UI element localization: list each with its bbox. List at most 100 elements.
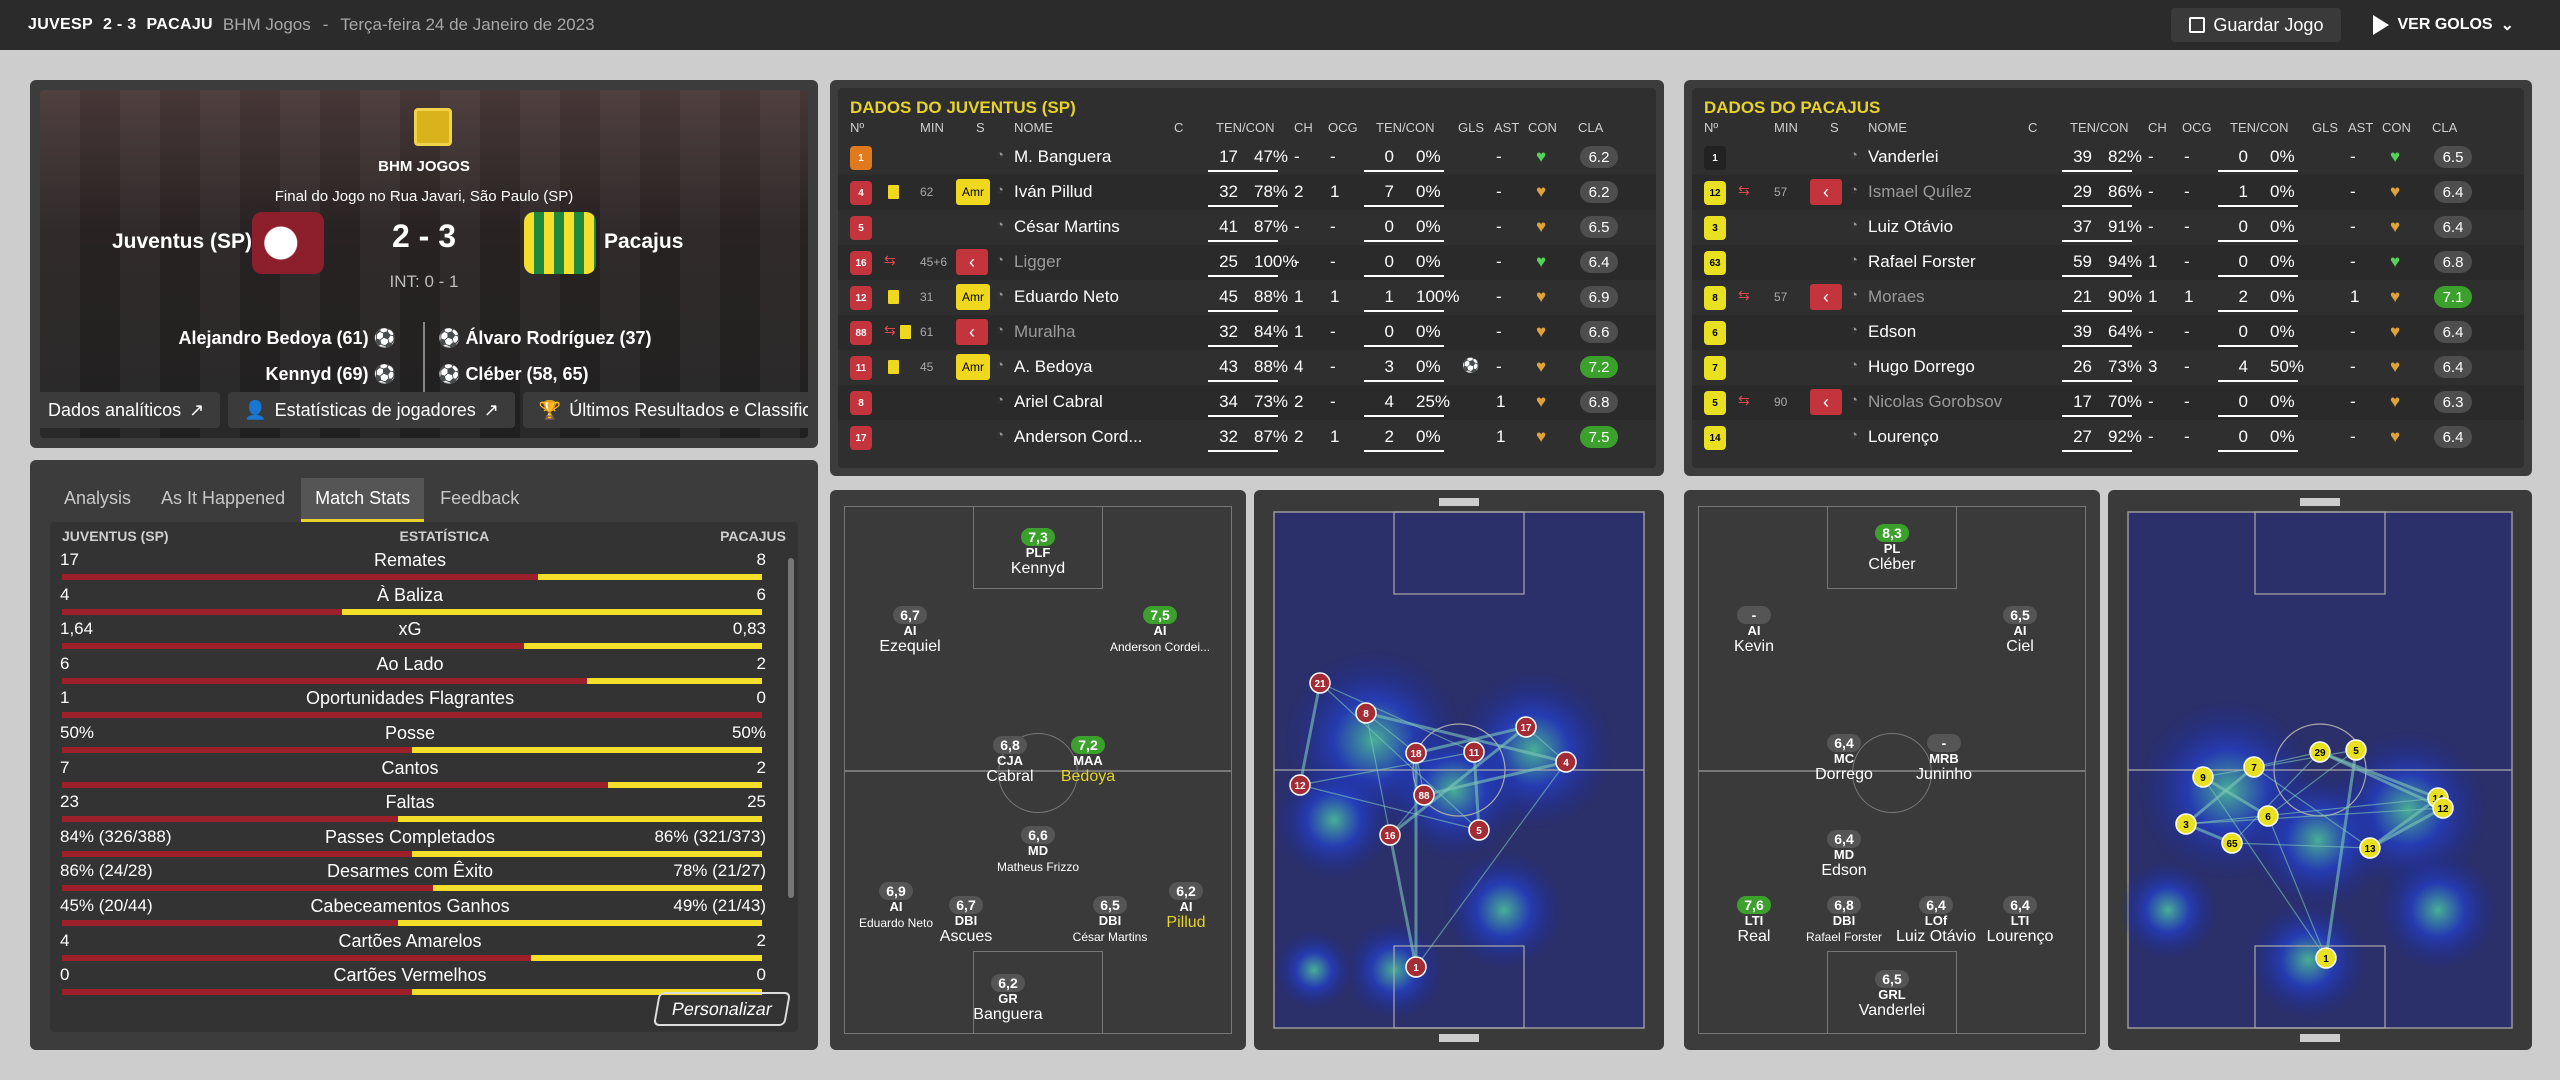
player-name[interactable]: Anderson Cord... (1014, 427, 1143, 446)
column-header[interactable]: C (2028, 120, 2038, 135)
player-name[interactable]: Vanderlei (1868, 147, 1939, 166)
player-row[interactable]: 17 ◔ Anderson Cord... 32 87% 2 1 2 0% 1 ♥ 7.5 (838, 420, 1656, 455)
player-stats-tab[interactable]: 👤 Estatísticas de jogadores ↗ (228, 392, 515, 428)
player-row[interactable]: 14 ◔ Lourenço 27 92% - -0 0% - ♥ 6.4 (1692, 420, 2524, 455)
player-name[interactable]: Moraes (1868, 287, 1925, 306)
player-name[interactable]: Ligger (1014, 252, 1062, 271)
formation-player[interactable]: - AI Kevin (1694, 606, 1814, 656)
player-row[interactable]: 1 ◔ Vanderlei 39 82% - -0 0% - ♥ 6.5 (1692, 140, 2524, 175)
column-header[interactable]: Nº (850, 120, 865, 135)
tab-analysis[interactable]: Analysis (64, 488, 132, 508)
player-name[interactable]: M. Banguera (1014, 147, 1112, 166)
column-header[interactable]: S (976, 120, 985, 135)
player-name[interactable]: Lourenço (1868, 427, 1939, 446)
formation-player[interactable]: 6,7 AI Ezequiel (850, 606, 970, 656)
column-header[interactable]: NOME (1014, 120, 1053, 135)
player-row[interactable]: 16 ⇆ 45+6 ‹ ◔ Ligger 25 100% - -0 0% - ♥ 6.4 (838, 245, 1656, 280)
player-name[interactable]: Edson (1868, 322, 1917, 341)
column-header[interactable]: CH (1294, 120, 1313, 135)
column-header[interactable]: NOME (1868, 120, 1907, 135)
formation-player[interactable]: 6,4 MD Edson (1784, 830, 1904, 880)
formation-player[interactable]: 6,4 LTI Lourenço (1960, 896, 2080, 946)
column-header[interactable]: TEN/CON (2070, 120, 2129, 135)
stats-scrollbar[interactable] (788, 558, 794, 898)
player-row[interactable]: 11 45 Amr ◔ A. Bedoya 43 88% 4-3 0% - ⚽ ♥ 7.2 (838, 350, 1656, 385)
formation-player[interactable]: 6,2 AI Pillud (1126, 882, 1246, 932)
player-name[interactable]: Muralha (1014, 322, 1076, 341)
column-header[interactable]: TEN/CON (1376, 120, 1435, 135)
player-row[interactable]: 12 ⇆ 57 ‹ ◔ Ismael Quílez 29 86% - -1 0% - ♥ 6.4 (1692, 175, 2524, 210)
formation-player[interactable]: 7,2 MAA Bedoya (1028, 736, 1148, 786)
player-row[interactable]: 1 ◔ M. Banguera 17 47% - -0 0% - ♥ 6.2 (838, 140, 1656, 175)
formation-player[interactable]: 6,2 GR Banguera (948, 974, 1068, 1024)
player-row[interactable]: 3 ◔ Luiz Otávio 37 91% - -0 0% - ♥ 6.4 (1692, 210, 2524, 245)
column-header[interactable]: CON (2382, 120, 2411, 135)
column-header[interactable]: OCG (1328, 120, 1358, 135)
column-header[interactable]: S (1830, 120, 1839, 135)
player-row[interactable]: 8 ◔ Ariel Cabral 34 73% 2 - 4 25% 1 ♥ 6.8 (838, 385, 1656, 420)
tab-feedback[interactable]: Feedback (440, 488, 520, 508)
stats-list[interactable]: JUVENTUS (SP) ESTATÍSTICA PACAJUS 17 Rema… (50, 522, 798, 1032)
formation-player[interactable]: 6,7 DBI Ascues (906, 896, 1026, 946)
formation-player[interactable]: 6,5 DBI César Martins (1050, 896, 1170, 946)
column-header[interactable]: AST (2348, 120, 2374, 135)
player-name[interactable]: Luiz Otávio (1868, 217, 1954, 236)
formation-player[interactable]: 7,5 AI Anderson Cordei... (1100, 606, 1220, 656)
player-name[interactable]: Rafael Forster (1868, 252, 1976, 271)
player-row[interactable]: 5 ◔ César Martins 41 87% - -0 0% - ♥ 6.5 (838, 210, 1656, 245)
formation-player[interactable]: 6,6 MD Matheus Frizzo (978, 826, 1098, 876)
formation-player[interactable]: 6,4 LOf Luiz Otávio (1876, 896, 1996, 946)
formation-player[interactable]: - MRB Juninho (1884, 734, 2004, 784)
player-row[interactable]: 7 ◔ Hugo Dorrego 26 73% 3 - 4 50% - ♥ 6.4 (1692, 350, 2524, 385)
column-header[interactable]: MIN (1774, 120, 1798, 135)
column-header[interactable]: OCG (2182, 120, 2212, 135)
player-name[interactable]: A. Bedoya (1014, 357, 1093, 376)
results-table-tab[interactable]: 🏆Últimos Resultados e Classificação (522, 392, 808, 428)
column-header[interactable]: TEN/CON (2230, 120, 2289, 135)
formation-player[interactable]: 6,4 MC Dorrego (1784, 734, 1904, 784)
formation-player[interactable]: 8,3 PL Cléber (1832, 524, 1952, 574)
column-header[interactable]: Nº (1704, 120, 1719, 135)
column-header[interactable]: AST (1494, 120, 1520, 135)
tab-as-it-happened[interactable]: As It Happened (161, 488, 286, 508)
column-header[interactable]: CON (1528, 120, 1557, 135)
column-header[interactable]: GLS (1458, 120, 1485, 135)
customize-button[interactable]: Personalizar (652, 992, 791, 1026)
column-header[interactable]: TEN/CON (1216, 120, 1275, 135)
player-name[interactable]: Hugo Dorrego (1868, 357, 1975, 376)
player-name[interactable]: Ariel Cabral (1014, 392, 1103, 411)
save-game-button[interactable]: Guardar Jogo (2171, 8, 2342, 42)
player-name[interactable]: Nicolas Gorobsov (1868, 392, 2003, 411)
player-name[interactable]: Eduardo Neto (1014, 287, 1119, 306)
player-row[interactable]: 88 ⇆ 61 ‹ ◔ Muralha 32 84% 1 - 0 0% - ♥ 6.6 (838, 315, 1656, 350)
player-name[interactable]: César Martins (1014, 217, 1120, 236)
analytics-tab[interactable]: Dados analíticos ↗ (40, 392, 221, 428)
formation-player[interactable]: 7,6 LTI Real (1694, 896, 1814, 946)
away-team-name[interactable]: Pacajus (604, 230, 684, 253)
formation-player[interactable]: 6,5 AI Ciel (1960, 606, 2080, 656)
column-header[interactable]: CH (2148, 120, 2167, 135)
home-team-name[interactable]: Juventus (SP) (112, 230, 253, 253)
player-row[interactable]: 63 ◔ Rafael Forster 59 94% 1 - 0 0% - ♥ 6.8 (1692, 245, 2524, 280)
formation-player[interactable]: 6,8 CJA Cabral (950, 736, 1070, 786)
column-header[interactable]: CLA (1578, 120, 1604, 135)
player-row[interactable]: 8 ⇆ 57 ‹ ◔ Moraes 21 90% 1 1 2 0% 1 ♥ 7.1 (1692, 280, 2524, 315)
column-header[interactable]: MIN (920, 120, 944, 135)
formation-player[interactable]: 7,3 PLF Kennyd (978, 528, 1098, 578)
formation-player[interactable]: 6,8 DBI Rafael Forster (1784, 896, 1904, 946)
column-header[interactable]: C (1174, 120, 1184, 135)
player-row[interactable]: 4 62 Amr ◔ Iván Pillud 32 78% 2 1 7 0% - ♥ 6.2 (838, 175, 1656, 210)
view-goals-button[interactable]: VER GOLOS ⌄ (2355, 8, 2532, 42)
column-header[interactable]: GLS (2312, 120, 2339, 135)
formation-player[interactable]: 6,5 GRL Vanderlei (1832, 970, 1952, 1020)
player-name[interactable]: Iván Pillud (1014, 182, 1093, 201)
column-header[interactable]: CLA (2432, 120, 2458, 135)
home-pass-map[interactable]: 21 8 18 11 17 4 12 88 16 5 1 (1254, 490, 1664, 1050)
player-row[interactable]: 6 ◔ Edson 39 64% - -0 0% - ♥ 6.4 (1692, 315, 2524, 350)
player-row[interactable]: 5 ⇆ 90 ‹ ◔ Nicolas Gorobsov 17 70% - -0 0% - ♥ 6.3 (1692, 385, 2524, 420)
tab-match-stats[interactable]: Match Stats (301, 478, 425, 522)
formation-player[interactable]: 6,9 AI Eduardo Neto (836, 882, 956, 932)
away-pass-map[interactable]: 9729514366513112 (2108, 490, 2532, 1050)
player-row[interactable]: 12 31 Amr ◔ Eduardo Neto 45 88% 1 1 1 100% - ♥ 6.9 (838, 280, 1656, 315)
player-name[interactable]: Ismael Quílez (1868, 182, 1972, 201)
